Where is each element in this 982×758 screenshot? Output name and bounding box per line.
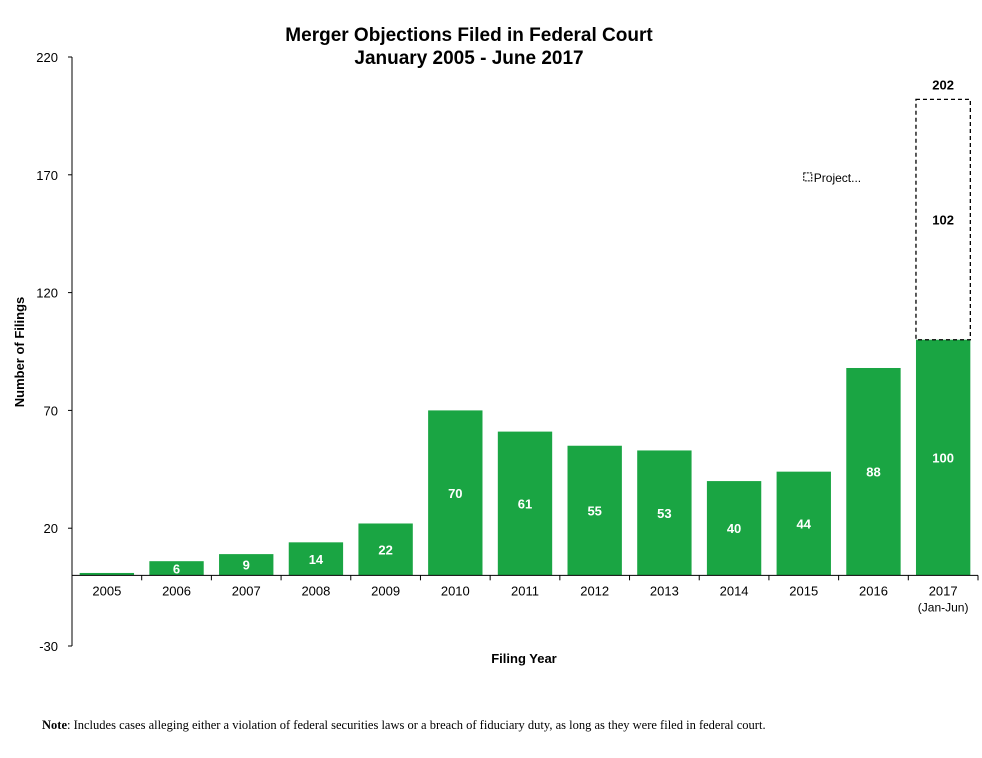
bar-value-label: 55: [587, 504, 601, 519]
bar-2007: [219, 554, 274, 576]
bar-value-label: 88: [866, 465, 880, 480]
y-axis: 220 170 120 70 20 -30: [36, 50, 73, 654]
bar-2014: [706, 481, 762, 576]
x-tick-label: 2005: [92, 583, 121, 598]
x-tick-label: 2006: [162, 583, 191, 598]
chart-subtitle: January 2005 - June 2017: [354, 48, 583, 69]
projected-total-label: 202: [932, 77, 954, 92]
bar-2006: [149, 561, 204, 576]
x-tick-label: 2010: [441, 583, 470, 598]
chart-title: Merger Objections Filed in Federal Court: [285, 25, 653, 46]
legend-swatch-projected: [803, 172, 813, 182]
y-tick-label: 20: [44, 521, 58, 536]
x-axis-label: Filing Year: [491, 651, 557, 666]
bar-2012: [567, 445, 622, 576]
x-tick-label: 2016: [859, 583, 888, 598]
x-axis: 2005 2006 2007 2008 2009 2010 2011 2012 2013 2014…: [71, 574, 979, 614]
bar-value-label: 44: [797, 516, 812, 531]
bar-2016: [846, 367, 901, 576]
bar-value-label: 61: [518, 496, 532, 511]
y-tick-label: 70: [44, 403, 58, 418]
projected-bar: [915, 98, 971, 341]
bar-2013: [637, 450, 692, 576]
x-tick-label: 2011: [511, 583, 539, 598]
legend-label-projected: Project...: [814, 171, 861, 185]
bar-2015: [776, 471, 831, 576]
projection-group: 102 202 Project...: [803, 77, 971, 341]
bar-value-label: 6: [173, 561, 180, 576]
projected-increment-label: 102: [932, 213, 954, 228]
x-tick-label: 2012: [580, 583, 609, 598]
y-tick-label: 220: [36, 50, 58, 65]
bar-2008: [288, 542, 344, 576]
bar-2010: [428, 410, 483, 576]
bar-value-label: 100: [932, 451, 954, 466]
bar-2005: [79, 572, 135, 576]
footnote-text: : Includes cases alleging either a viola…: [67, 718, 766, 732]
bar-2011: [497, 431, 553, 576]
bar-2017: [915, 339, 971, 576]
bar-value-label: 9: [243, 558, 250, 573]
bar-value-label: 14: [309, 552, 324, 567]
y-tick-label: 120: [36, 286, 58, 301]
x-tick-label: 2013: [650, 583, 679, 598]
y-tick-label: -30: [39, 639, 58, 654]
bar-value-label: 22: [378, 542, 392, 557]
bar-2009: [358, 523, 413, 576]
bar-value-label: 40: [727, 521, 741, 536]
y-tick-label: 170: [36, 168, 58, 183]
y-axis-label: Number of Filings: [12, 297, 27, 408]
x-tick-label: 2008: [301, 583, 330, 598]
footnote: Note: Includes cases alleging either a v…: [42, 718, 972, 733]
footnote-prefix: Note: [42, 718, 67, 732]
x-tick-sublabel: (Jan-Jun): [918, 600, 969, 614]
bar-value-label: 53: [657, 506, 671, 521]
x-tick-label: 2015: [789, 583, 818, 598]
x-tick-label: 2017: [929, 583, 958, 598]
x-tick-label: 2014: [720, 583, 749, 598]
bar-value-label: 70: [448, 486, 462, 501]
x-tick-label: 2009: [371, 583, 400, 598]
x-tick-label: 2007: [232, 583, 261, 598]
bars: 6 9 14 22 70 61 55 53 40 44 88 100: [79, 339, 971, 576]
